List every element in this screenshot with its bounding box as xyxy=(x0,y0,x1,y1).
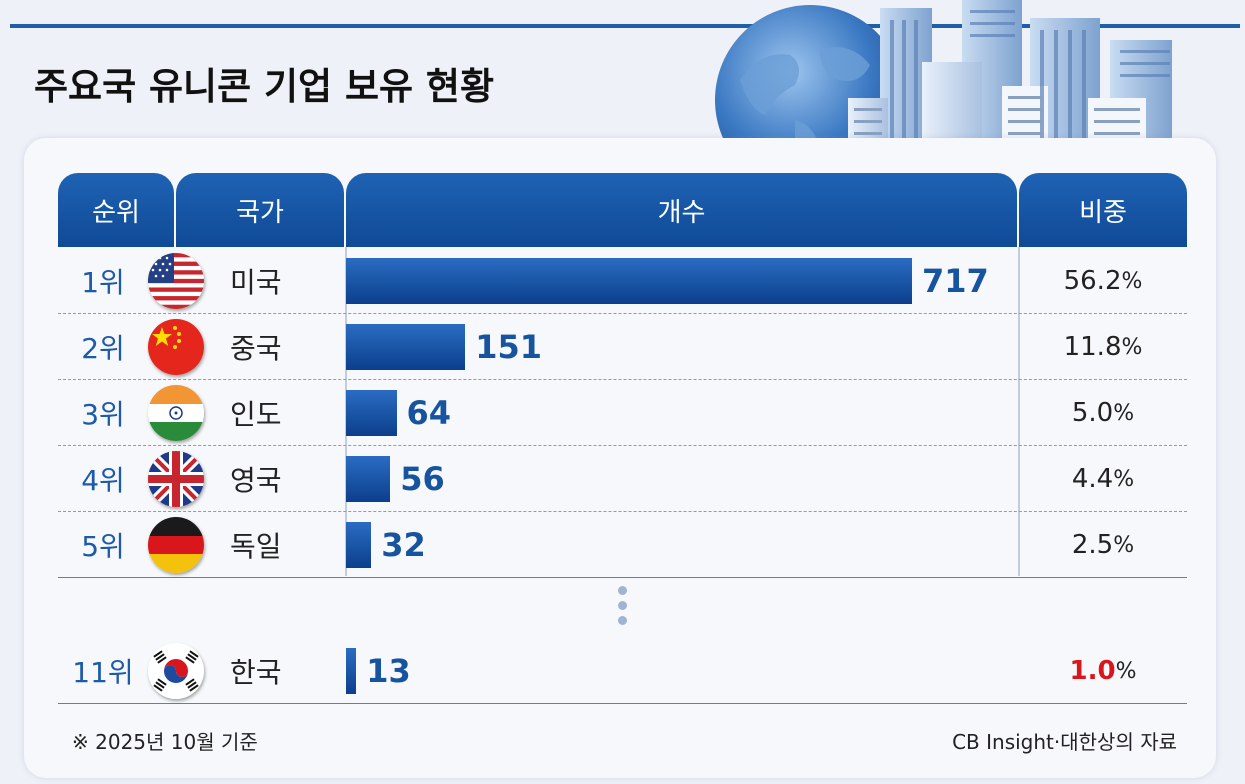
column-divider xyxy=(1018,247,1020,576)
share-value: 1.0% xyxy=(1019,638,1187,704)
header-country: 국가 xyxy=(176,173,344,247)
bar xyxy=(346,258,912,304)
bar-value-label: 13 xyxy=(366,652,411,690)
table-row: 5위 독일 32 2.5% xyxy=(58,512,1187,578)
column-divider xyxy=(345,247,347,576)
bar-value-label: 717 xyxy=(922,262,989,300)
china-flag-icon xyxy=(148,319,204,375)
india-flag-icon xyxy=(148,385,204,441)
percent-sign: % xyxy=(1121,268,1143,294)
share-number: 1.0 xyxy=(1069,656,1116,686)
bar xyxy=(346,522,372,568)
bar-value-label: 32 xyxy=(381,526,426,564)
bar xyxy=(346,456,391,502)
germany-flag-icon xyxy=(148,517,204,573)
table-row: 4위 영국 56 4.4% xyxy=(58,446,1187,512)
country-name: 영국 xyxy=(230,464,282,497)
country-name: 인도 xyxy=(230,398,282,431)
rank-label: 11위 xyxy=(72,656,134,689)
bar-value-label: 151 xyxy=(475,328,542,366)
bar-value-label: 64 xyxy=(406,394,452,432)
percent-sign: % xyxy=(1121,334,1143,360)
share-value: 4.4% xyxy=(1019,446,1187,512)
footnote: ※ 2025년 10월 기준 xyxy=(72,730,258,754)
share-value: 2.5% xyxy=(1019,512,1187,578)
us-flag-icon xyxy=(148,253,204,309)
bar xyxy=(346,648,357,694)
share-value: 56.2% xyxy=(1019,248,1187,314)
rank-label: 3위 xyxy=(81,398,125,431)
bar-value-label: 56 xyxy=(400,460,445,498)
country-name: 중국 xyxy=(230,332,282,365)
rank-label: 5위 xyxy=(81,530,125,563)
percent-sign: % xyxy=(1113,532,1135,558)
ellipsis-dots xyxy=(618,586,628,631)
bar xyxy=(346,324,466,370)
percent-sign: % xyxy=(1113,466,1135,492)
percent-sign: % xyxy=(1113,400,1135,426)
rank-label: 4위 xyxy=(81,464,125,497)
top-rule xyxy=(10,24,1240,28)
percent-sign: % xyxy=(1115,658,1137,684)
share-value: 11.8% xyxy=(1019,314,1187,380)
share-number: 11.8 xyxy=(1063,332,1122,362)
country-name: 한국 xyxy=(230,656,282,689)
share-number: 4.4 xyxy=(1071,464,1114,494)
table-row: 11위 한국 13 1.0% xyxy=(58,638,1187,704)
country-name: 독일 xyxy=(230,530,282,563)
share-number: 56.2 xyxy=(1063,266,1122,296)
header-rank: 순위 xyxy=(58,173,174,247)
source-note: CB Insight·대한상의 자료 xyxy=(952,730,1177,754)
share-number: 5.0 xyxy=(1071,398,1114,428)
uk-flag-icon xyxy=(148,451,204,507)
page-title: 주요국 유니콘 기업 보유 현황 xyxy=(34,65,495,108)
header-share: 비중 xyxy=(1019,173,1187,247)
rank-label: 1위 xyxy=(81,266,125,299)
rank-label: 2위 xyxy=(81,332,125,365)
table-row: 1위 미국 717 56.2% xyxy=(58,248,1187,314)
table-row: 2위 중국 151 11.8% xyxy=(58,314,1187,380)
share-value: 5.0% xyxy=(1019,380,1187,446)
table-row: 3위 인도 64 5.0% xyxy=(58,380,1187,446)
country-name: 미국 xyxy=(230,266,282,299)
share-number: 2.5 xyxy=(1071,530,1114,560)
header-count: 개수 xyxy=(346,173,1017,247)
korea-flag-icon xyxy=(148,643,204,699)
bar xyxy=(346,390,397,436)
